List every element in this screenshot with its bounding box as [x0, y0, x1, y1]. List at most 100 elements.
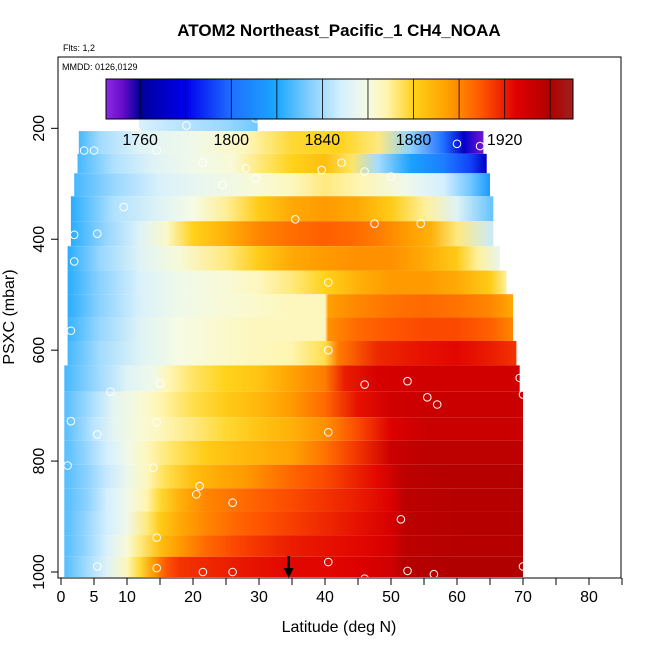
x-tick-label: 20 [184, 589, 202, 606]
colorbar-tick-label: 1760 [122, 132, 158, 149]
heatmap-band [64, 488, 524, 512]
heatmap-band [64, 511, 524, 536]
colorbar-tick-label: 1880 [396, 132, 432, 149]
heatmap-band [67, 294, 514, 318]
y-tick-label: 400 [31, 226, 48, 253]
plot-frame [57, 56, 622, 579]
sample-point [93, 229, 102, 238]
sample-point [432, 400, 442, 409]
heatmap-bands [64, 105, 524, 577]
x-tick-label: 10 [118, 589, 136, 606]
sample-point [198, 567, 208, 577]
x-tick-label: 5 [90, 589, 99, 606]
sample-point [518, 562, 528, 571]
sample-point [106, 387, 115, 397]
sample-point [386, 172, 396, 181]
sample-point [241, 163, 251, 173]
heatmap-band [67, 317, 514, 342]
sample-point [63, 461, 72, 470]
sample-point [155, 379, 165, 388]
sample-point [218, 180, 227, 190]
heatmap-band [67, 270, 507, 295]
sample-point [518, 390, 528, 399]
heatmap-band [67, 246, 500, 271]
sample-point [192, 490, 201, 499]
sample-point [291, 214, 300, 224]
colorbar [105, 78, 574, 120]
x-tick-label: 30 [250, 589, 268, 606]
sample-point [324, 557, 333, 567]
sample-point [416, 219, 426, 229]
y-axis-label: PSXC (mbar) [1, 269, 18, 364]
dates-label: MMDD: 0126,0129 [62, 62, 138, 72]
sample-point [324, 427, 333, 437]
colorbar-tick-label: 1800 [213, 132, 249, 149]
sample-point [396, 515, 406, 524]
sample-point [93, 430, 102, 439]
sample-point [429, 569, 439, 578]
heatmap-band [64, 440, 524, 465]
latitude-arrow-head [283, 568, 294, 578]
heatmap-band [70, 196, 494, 222]
y-tick-label: 1000 [31, 554, 48, 590]
sample-point [360, 167, 369, 176]
heatmap-band [74, 173, 490, 197]
flights-label: Flts: 1,2 [63, 43, 95, 53]
heatmap-band [77, 153, 487, 174]
sample-point [66, 326, 76, 336]
sample-point [69, 230, 79, 240]
sample-point [149, 463, 158, 473]
sample-point [515, 373, 525, 383]
sample-point [337, 158, 346, 168]
sample-point [93, 562, 102, 571]
sample-point [475, 141, 485, 151]
colorbar-tick-label: 1840 [305, 132, 341, 149]
heatmap-band [64, 535, 524, 557]
y-tick-label: 600 [31, 337, 48, 364]
sample-point [69, 257, 79, 266]
sample-point [79, 146, 89, 155]
sample-point [370, 219, 379, 229]
sample-point [152, 417, 161, 427]
sample-point [152, 146, 161, 155]
heatmap-band [64, 391, 524, 418]
sample-point [119, 202, 128, 212]
colorbar-ticks: 1760 1800 1840 1880 1920 [122, 79, 551, 149]
x-tick-label: 40 [316, 589, 334, 606]
sample-point [198, 158, 208, 168]
x-tick-label: 80 [580, 589, 598, 606]
sample-point [317, 165, 327, 175]
heatmap-band [64, 556, 524, 577]
y-tick-label: 800 [31, 448, 48, 475]
sample-point [132, 126, 142, 136]
y-axis: 200 400 600 800 1000 [31, 115, 58, 590]
x-tick-label: 60 [448, 589, 466, 606]
colorbar-tick-label: 1920 [487, 132, 523, 149]
sample-point [182, 121, 191, 130]
latitude-arrow [283, 556, 294, 578]
heatmap-band [64, 464, 524, 489]
y-tick-label: 200 [31, 115, 48, 142]
sample-point [89, 146, 99, 155]
sample-point [152, 563, 161, 573]
sample-point [360, 574, 369, 578]
x-axis: 0 5 10 20 30 40 50 60 70 80 [57, 578, 623, 606]
sample-point [195, 481, 204, 491]
heatmap-band [64, 365, 520, 392]
sample-point [228, 498, 237, 507]
sample-point [251, 173, 260, 183]
sample-point [324, 345, 333, 355]
heatmap-band [70, 221, 494, 247]
chart-title: ATOM2 Northeast_Pacific_1 CH4_NOAA [177, 21, 500, 40]
heatmap-band [67, 341, 517, 366]
x-tick-label: 0 [57, 589, 66, 606]
x-tick-label: 70 [514, 589, 532, 606]
heatmap-band [78, 131, 484, 154]
sample-point [324, 278, 333, 287]
sample-point [360, 380, 369, 389]
sample-point [452, 139, 462, 149]
sample-point [403, 376, 412, 386]
sample-point [152, 533, 161, 542]
sample-point [403, 566, 412, 576]
